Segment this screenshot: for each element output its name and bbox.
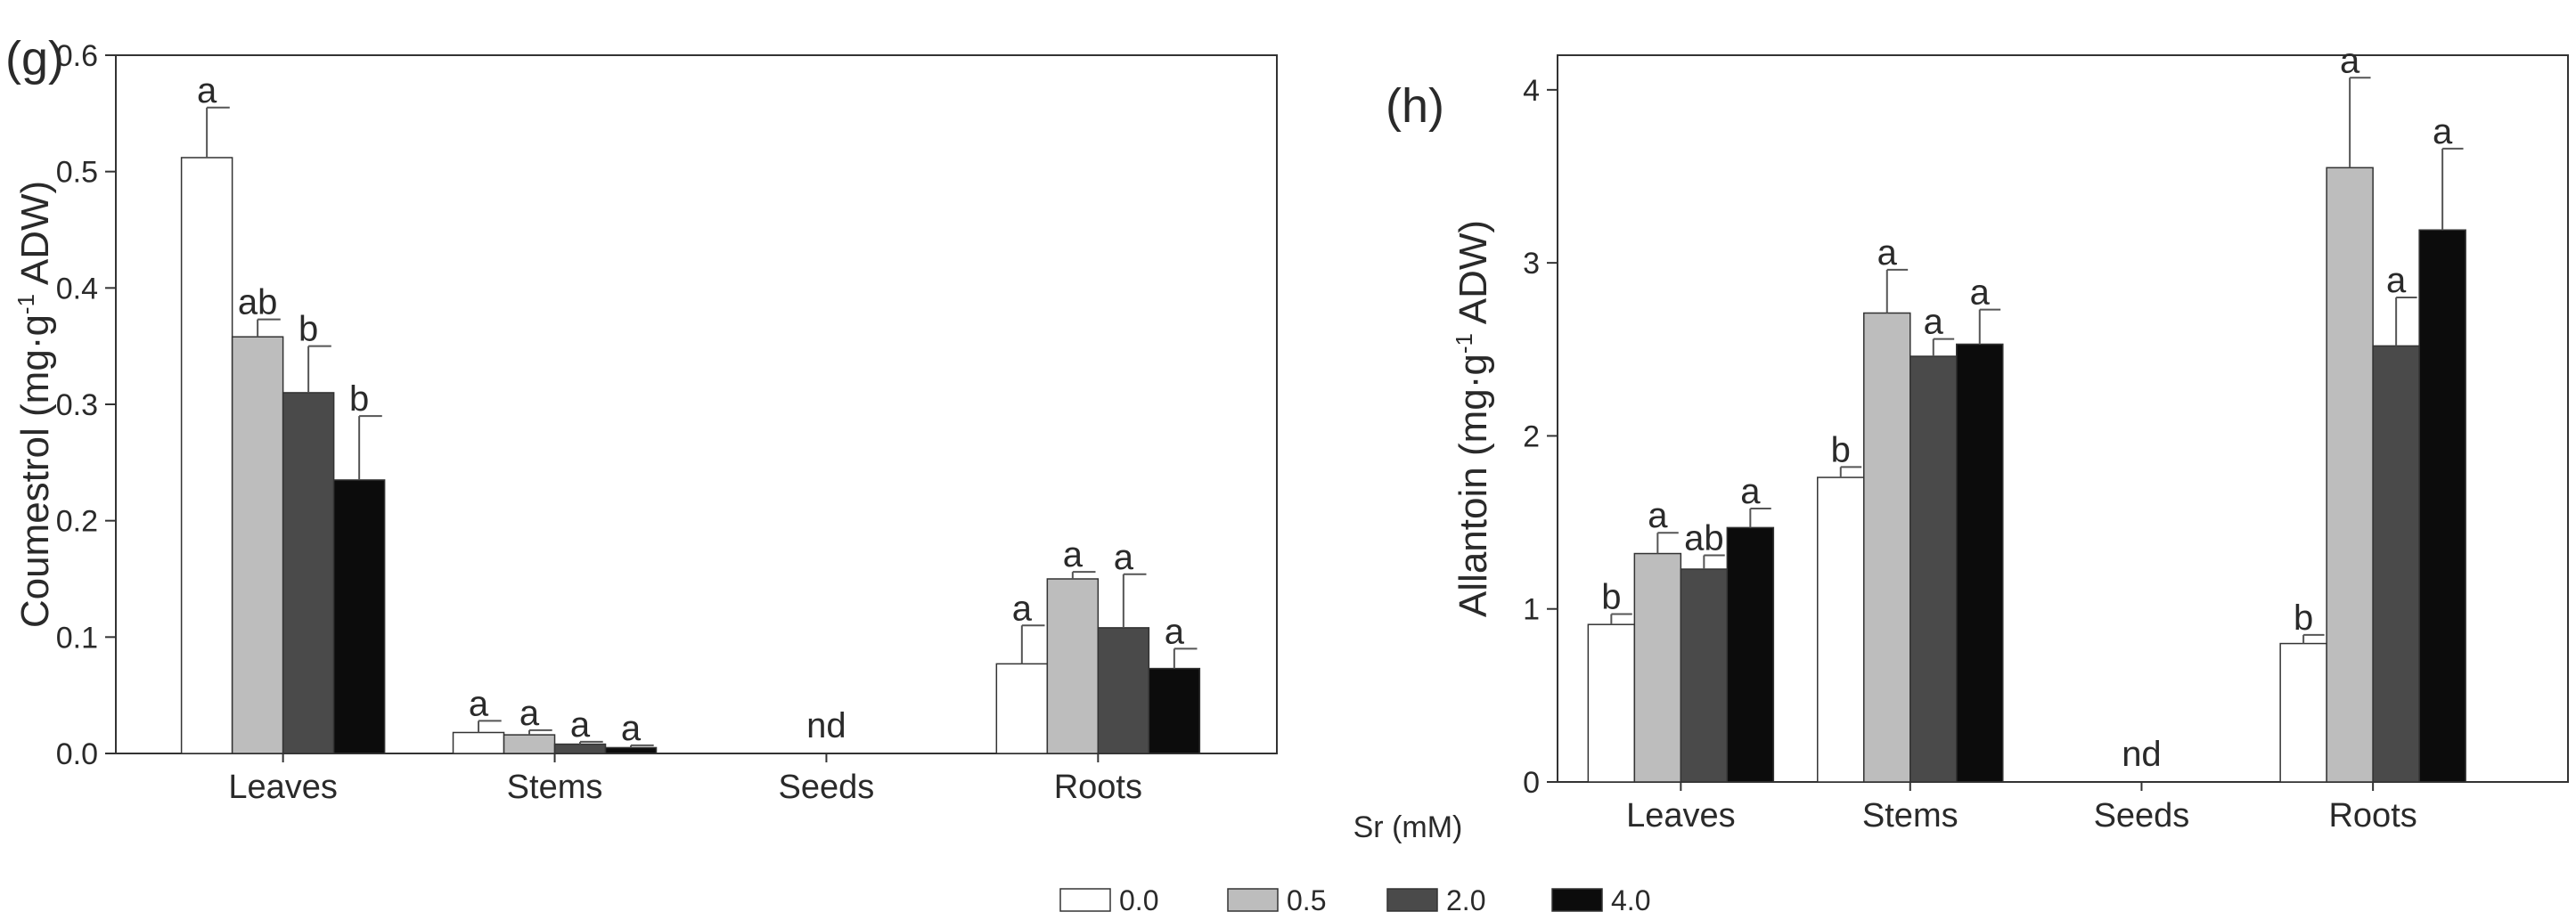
- y-tick-label: 3: [1523, 247, 1540, 281]
- x-category-label: Seeds: [779, 769, 875, 806]
- y-axis-label-main: Allantoin (mg·g: [1452, 354, 1495, 617]
- legend-label-4-0: 4.0: [1611, 884, 1650, 916]
- bar-4-0-roots: [1148, 667, 1201, 754]
- x-category-label: Stems: [507, 769, 603, 806]
- x-category-label: Roots: [2328, 797, 2417, 835]
- x-category-label: Leaves: [228, 769, 338, 806]
- legend-swatch-0-5: [1227, 888, 1279, 912]
- bar-4-0-stems: [1956, 343, 2004, 783]
- significance-label: a: [1970, 273, 1991, 313]
- bar-0-0-leaves: [1587, 623, 1636, 783]
- legend-label-0-0: 0.0: [1119, 884, 1158, 916]
- significance-label: ab: [1684, 518, 1724, 558]
- y-axis-label-tail: ADW): [13, 181, 57, 294]
- y-axis-label-sup: -1: [12, 294, 39, 314]
- significance-label: a: [1924, 303, 1944, 342]
- x-category-label: Stems: [1862, 797, 1959, 835]
- bar-0-0-roots: [995, 663, 1049, 754]
- significance-label: a: [2340, 41, 2360, 80]
- y-axis-label-sup: -1: [1451, 333, 1477, 354]
- y-axis-label: Allantoin (mg·g-1 ADW): [1451, 220, 1495, 617]
- significance-label: ab: [238, 283, 278, 322]
- bar-0-5-roots: [1046, 578, 1100, 754]
- y-tick-label: 0.2: [56, 505, 98, 539]
- bar-0-0-stems: [452, 731, 505, 754]
- significance-label: a: [621, 709, 642, 748]
- y-axis-label: Coumestrol (mg·g-1 ADW): [12, 181, 57, 628]
- bar-4-0-leaves: [1726, 526, 1775, 783]
- bar-2-0-leaves: [282, 392, 335, 754]
- significance-label: a: [2433, 112, 2453, 151]
- significance-label: b: [1831, 430, 1851, 469]
- significance-label: b: [349, 379, 369, 419]
- y-tick-label: 0.4: [56, 272, 98, 305]
- significance-label: a: [1063, 535, 1084, 574]
- y-tick-label: 0.1: [56, 621, 98, 655]
- significance-label: b: [298, 310, 318, 349]
- bar-2-0-stems: [553, 743, 607, 754]
- legend: Sr (mM) 0.0 0.5 2.0 4.0: [1059, 810, 1650, 916]
- y-axis-label-main: Coumestrol (mg·g: [13, 314, 57, 628]
- x-category-label: Leaves: [1626, 797, 1736, 835]
- bar-2-0-leaves: [1680, 568, 1729, 783]
- bar-0-0-stems: [1817, 476, 1865, 783]
- legend-swatch-4-0: [1551, 888, 1603, 912]
- bar-2-0-roots: [1097, 627, 1150, 754]
- significance-label: a: [1740, 472, 1761, 511]
- y-tick-label: 0.3: [56, 388, 98, 422]
- x-category-label: Roots: [1054, 769, 1142, 806]
- y-tick-label: 4: [1523, 74, 1540, 108]
- significance-label: a: [1012, 589, 1033, 628]
- significance-label: a: [570, 705, 591, 745]
- bar-0-5-leaves: [1633, 552, 1682, 783]
- legend-label-2-0: 2.0: [1446, 884, 1485, 916]
- bar-0-5-stems: [503, 734, 556, 754]
- panel-label: (g): [5, 32, 64, 85]
- significance-label: b: [2294, 598, 2313, 638]
- y-tick-label: 0: [1523, 766, 1540, 800]
- panel-label: (h): [1386, 79, 1444, 133]
- bar-2-0-stems: [1910, 355, 1958, 783]
- significance-label: a: [1114, 538, 1134, 577]
- significance-label: a: [1165, 612, 1185, 651]
- bar-0-5-stems: [1863, 312, 1911, 783]
- bar-0-0-leaves: [180, 157, 233, 754]
- y-tick-label: 0.6: [56, 39, 98, 73]
- bar-4-0-leaves: [332, 479, 386, 754]
- bar-2-0-roots: [2372, 345, 2420, 783]
- legend-label-0-5: 0.5: [1287, 884, 1326, 916]
- y-tick-label: 1: [1523, 593, 1540, 627]
- bar-0-5-roots: [2326, 167, 2374, 783]
- significance-label: b: [1601, 578, 1621, 617]
- plot-frame: [1557, 54, 2569, 783]
- significance-label: a: [1877, 233, 1898, 273]
- significance-label: a: [2386, 261, 2407, 300]
- bar-0-0-roots: [2279, 642, 2327, 783]
- bar-0-5-leaves: [231, 336, 284, 754]
- x-category-label: Seeds: [2094, 797, 2190, 835]
- significance-label: a: [519, 694, 540, 733]
- y-tick-label: 0.0: [56, 737, 98, 771]
- bar-4-0-roots: [2418, 229, 2466, 783]
- legend-title: Sr (mM): [1353, 810, 1463, 844]
- legend-swatch-0-0: [1059, 888, 1111, 912]
- y-axis-label-tail: ADW): [1452, 220, 1495, 333]
- not-detected-label: nd: [2122, 735, 2162, 774]
- legend-swatch-2-0: [1386, 888, 1438, 912]
- y-tick-label: 2: [1523, 419, 1540, 453]
- significance-label: a: [197, 71, 217, 110]
- bar-4-0-stems: [604, 746, 658, 754]
- chart-panel-g: 0.0 0.1 0.2 0.3 0.4 0.5 0.6 Coumestrol (mg·g-1 …: [5, 32, 1278, 806]
- significance-label: a: [1648, 496, 1668, 535]
- significance-label: a: [469, 684, 489, 723]
- y-tick-label: 0.5: [56, 156, 98, 190]
- not-detected-label: nd: [806, 706, 846, 745]
